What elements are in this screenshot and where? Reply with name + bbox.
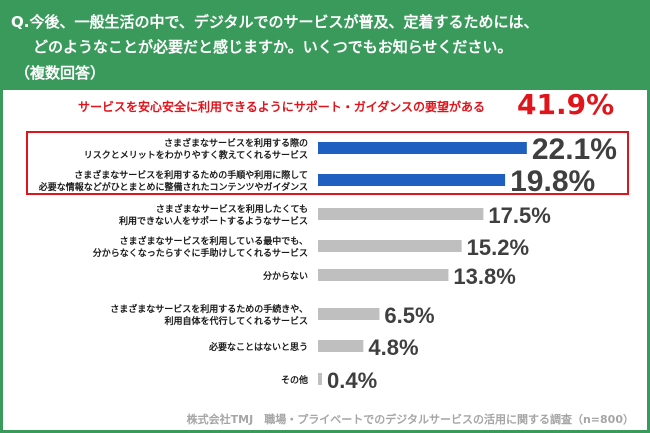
value-label-2: 19.8% [510,165,595,198]
bar-2 [318,174,506,186]
highlight-value: 41.9% [517,88,615,121]
category-label-3-line-2: 利用できない人をサポートするようなサービス [118,215,308,227]
category-label-5-line-1: 分からない [263,270,308,282]
highlight-box [26,131,629,195]
value-label-5: 13.8% [453,264,515,289]
category-label-7-line-1: 必要なことはないと思う [208,341,308,353]
value-label-4: 15.2% [467,235,529,260]
category-label-6-line-2: 利用自体を代行してくれるサービス [164,315,308,327]
value-label-1: 22.1% [532,133,617,166]
category-label-3-line-1: さまざまなサービスを利用したくても [156,203,308,215]
question-line-1: Q.今後、一般生活の中で、デジタルでのサービスが普及、定着するためには、 [11,13,539,31]
bar-8 [318,373,322,385]
question-header: Q.今後、一般生活の中で、デジタルでのサービスが普及、定着するためには、 どのよ… [3,3,647,90]
question-line-3: （複数回答） [15,64,106,82]
bar-5 [318,269,449,281]
category-label-6-line-1: さまざまなサービスを利用するための手続きや、 [110,303,308,315]
category-label-4-line-1: さまざまなサービスを利用している最中でも、 [120,235,308,247]
category-label-4-line-2: 分からなくなったらすぐに手助けしてくれるサービス [93,247,308,259]
highlight-label: サービスを安心安全に利用できるようにサポート・ガイダンスの要望がある [78,100,486,114]
category-label-1-line-2: リスクとメリットをわかりやすく教えてくれるサービス [84,149,308,161]
bar-1 [318,142,527,154]
question-line-2: どのようなことが必要だと感じますか。いくつでもお知らせください。 [33,38,513,56]
value-label-6: 6.5% [384,303,434,328]
bar-6 [318,308,380,320]
category-label-1-line-1: さまざまなサービスを利用する際の [164,137,308,149]
bar-4 [318,240,462,252]
bar-7 [318,340,364,352]
value-label-3: 17.5% [488,203,550,228]
category-label-8-line-1: その他 [281,374,308,386]
value-label-8: 0.4% [327,368,377,393]
value-label-7: 4.8% [368,335,418,360]
category-label-2-line-2: 必要な情報などがひとまとめに整備されたコンテンツやガイダンス [38,181,308,193]
source-note: 株式会社TMJ 職場・プライベートでのデジタルサービスの活用に関する調査（n=8… [186,413,634,426]
category-label-2-line-1: さまざまなサービスを利用するための手順や利用に際して [74,169,308,181]
bar-3 [318,208,484,220]
